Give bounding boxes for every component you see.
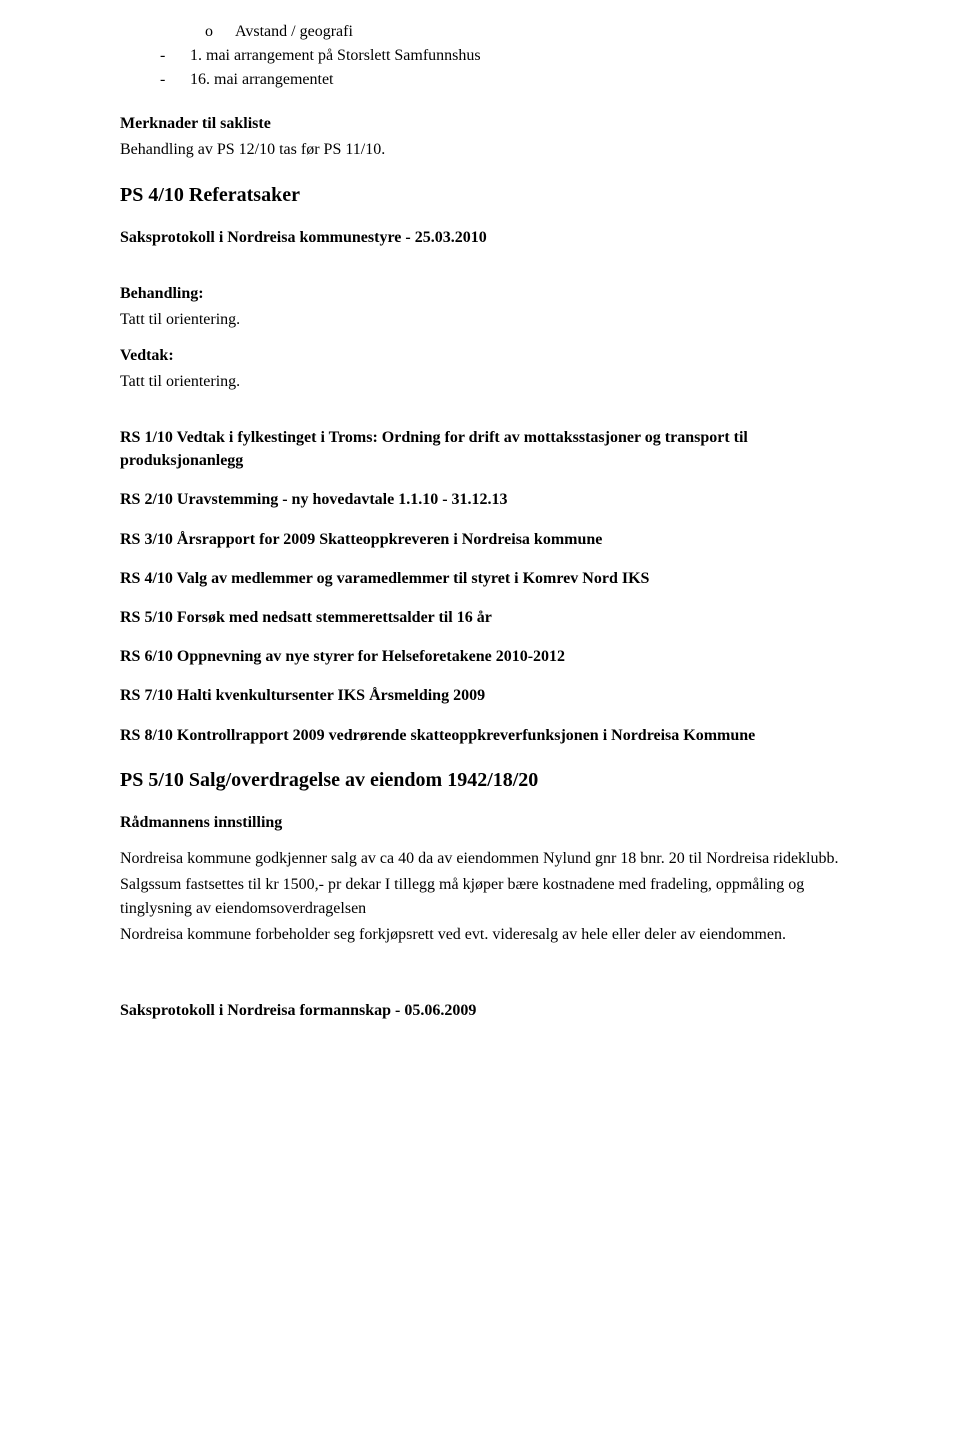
innstilling-label: Rådmannens innstilling — [120, 811, 840, 835]
rs-item-8: RS 8/10 Kontrollrapport 2009 vedrørende … — [120, 724, 840, 747]
sub-bullet-marker: o — [205, 20, 235, 44]
dash-marker-1: - — [160, 44, 190, 68]
sub-bullet-line: oAvstand / geografi — [205, 20, 840, 44]
rs-item-4: RS 4/10 Valg av medlemmer og varamedlemm… — [120, 567, 840, 590]
behandling-text: Tatt til orientering. — [120, 308, 840, 332]
ps4-title: PS 4/10 Referatsaker — [120, 182, 840, 208]
merknader-body: Behandling av PS 12/10 tas før PS 11/10. — [120, 138, 840, 162]
ps4-saksprotokoll: Saksprotokoll i Nordreisa kommunestyre -… — [120, 226, 840, 250]
dash-text-1: 1. mai arrangement på Storslett Samfunns… — [190, 47, 481, 64]
behandling-label: Behandling: — [120, 282, 840, 306]
rs-item-7: RS 7/10 Halti kvenkultursenter IKS Årsme… — [120, 684, 840, 707]
ps5-paragraph-2: Salgssum fastsettes til kr 1500,- pr dek… — [120, 873, 840, 921]
ps5-title: PS 5/10 Salg/overdragelse av eiendom 194… — [120, 767, 840, 793]
rs-item-2: RS 2/10 Uravstemming - ny hovedavtale 1.… — [120, 488, 840, 511]
document-page: oAvstand / geografi -1. mai arrangement … — [0, 0, 960, 1065]
rs-item-1: RS 1/10 Vedtak i fylkestinget i Troms: O… — [120, 426, 840, 472]
sub-bullet-text: Avstand / geografi — [235, 23, 353, 40]
dash-marker-2: - — [160, 68, 190, 92]
rs-item-6: RS 6/10 Oppnevning av nye styrer for Hel… — [120, 645, 840, 668]
vedtak-text: Tatt til orientering. — [120, 370, 840, 394]
footer-saksprotokoll: Saksprotokoll i Nordreisa formannskap - … — [120, 999, 840, 1023]
dash-text-2: 16. mai arrangementet — [190, 71, 334, 88]
rs-item-3: RS 3/10 Årsrapport for 2009 Skatteoppkre… — [120, 528, 840, 551]
dash-bullet-line-1: -1. mai arrangement på Storslett Samfunn… — [160, 44, 840, 68]
ps5-paragraph-3: Nordreisa kommune forbeholder seg forkjø… — [120, 923, 840, 947]
rs-item-5: RS 5/10 Forsøk med nedsatt stemmerettsal… — [120, 606, 840, 629]
merknader-title: Merknader til sakliste — [120, 112, 840, 136]
dash-bullet-line-2: -16. mai arrangementet — [160, 68, 840, 92]
vedtak-label: Vedtak: — [120, 344, 840, 368]
ps5-paragraph-1: Nordreisa kommune godkjenner salg av ca … — [120, 847, 840, 871]
